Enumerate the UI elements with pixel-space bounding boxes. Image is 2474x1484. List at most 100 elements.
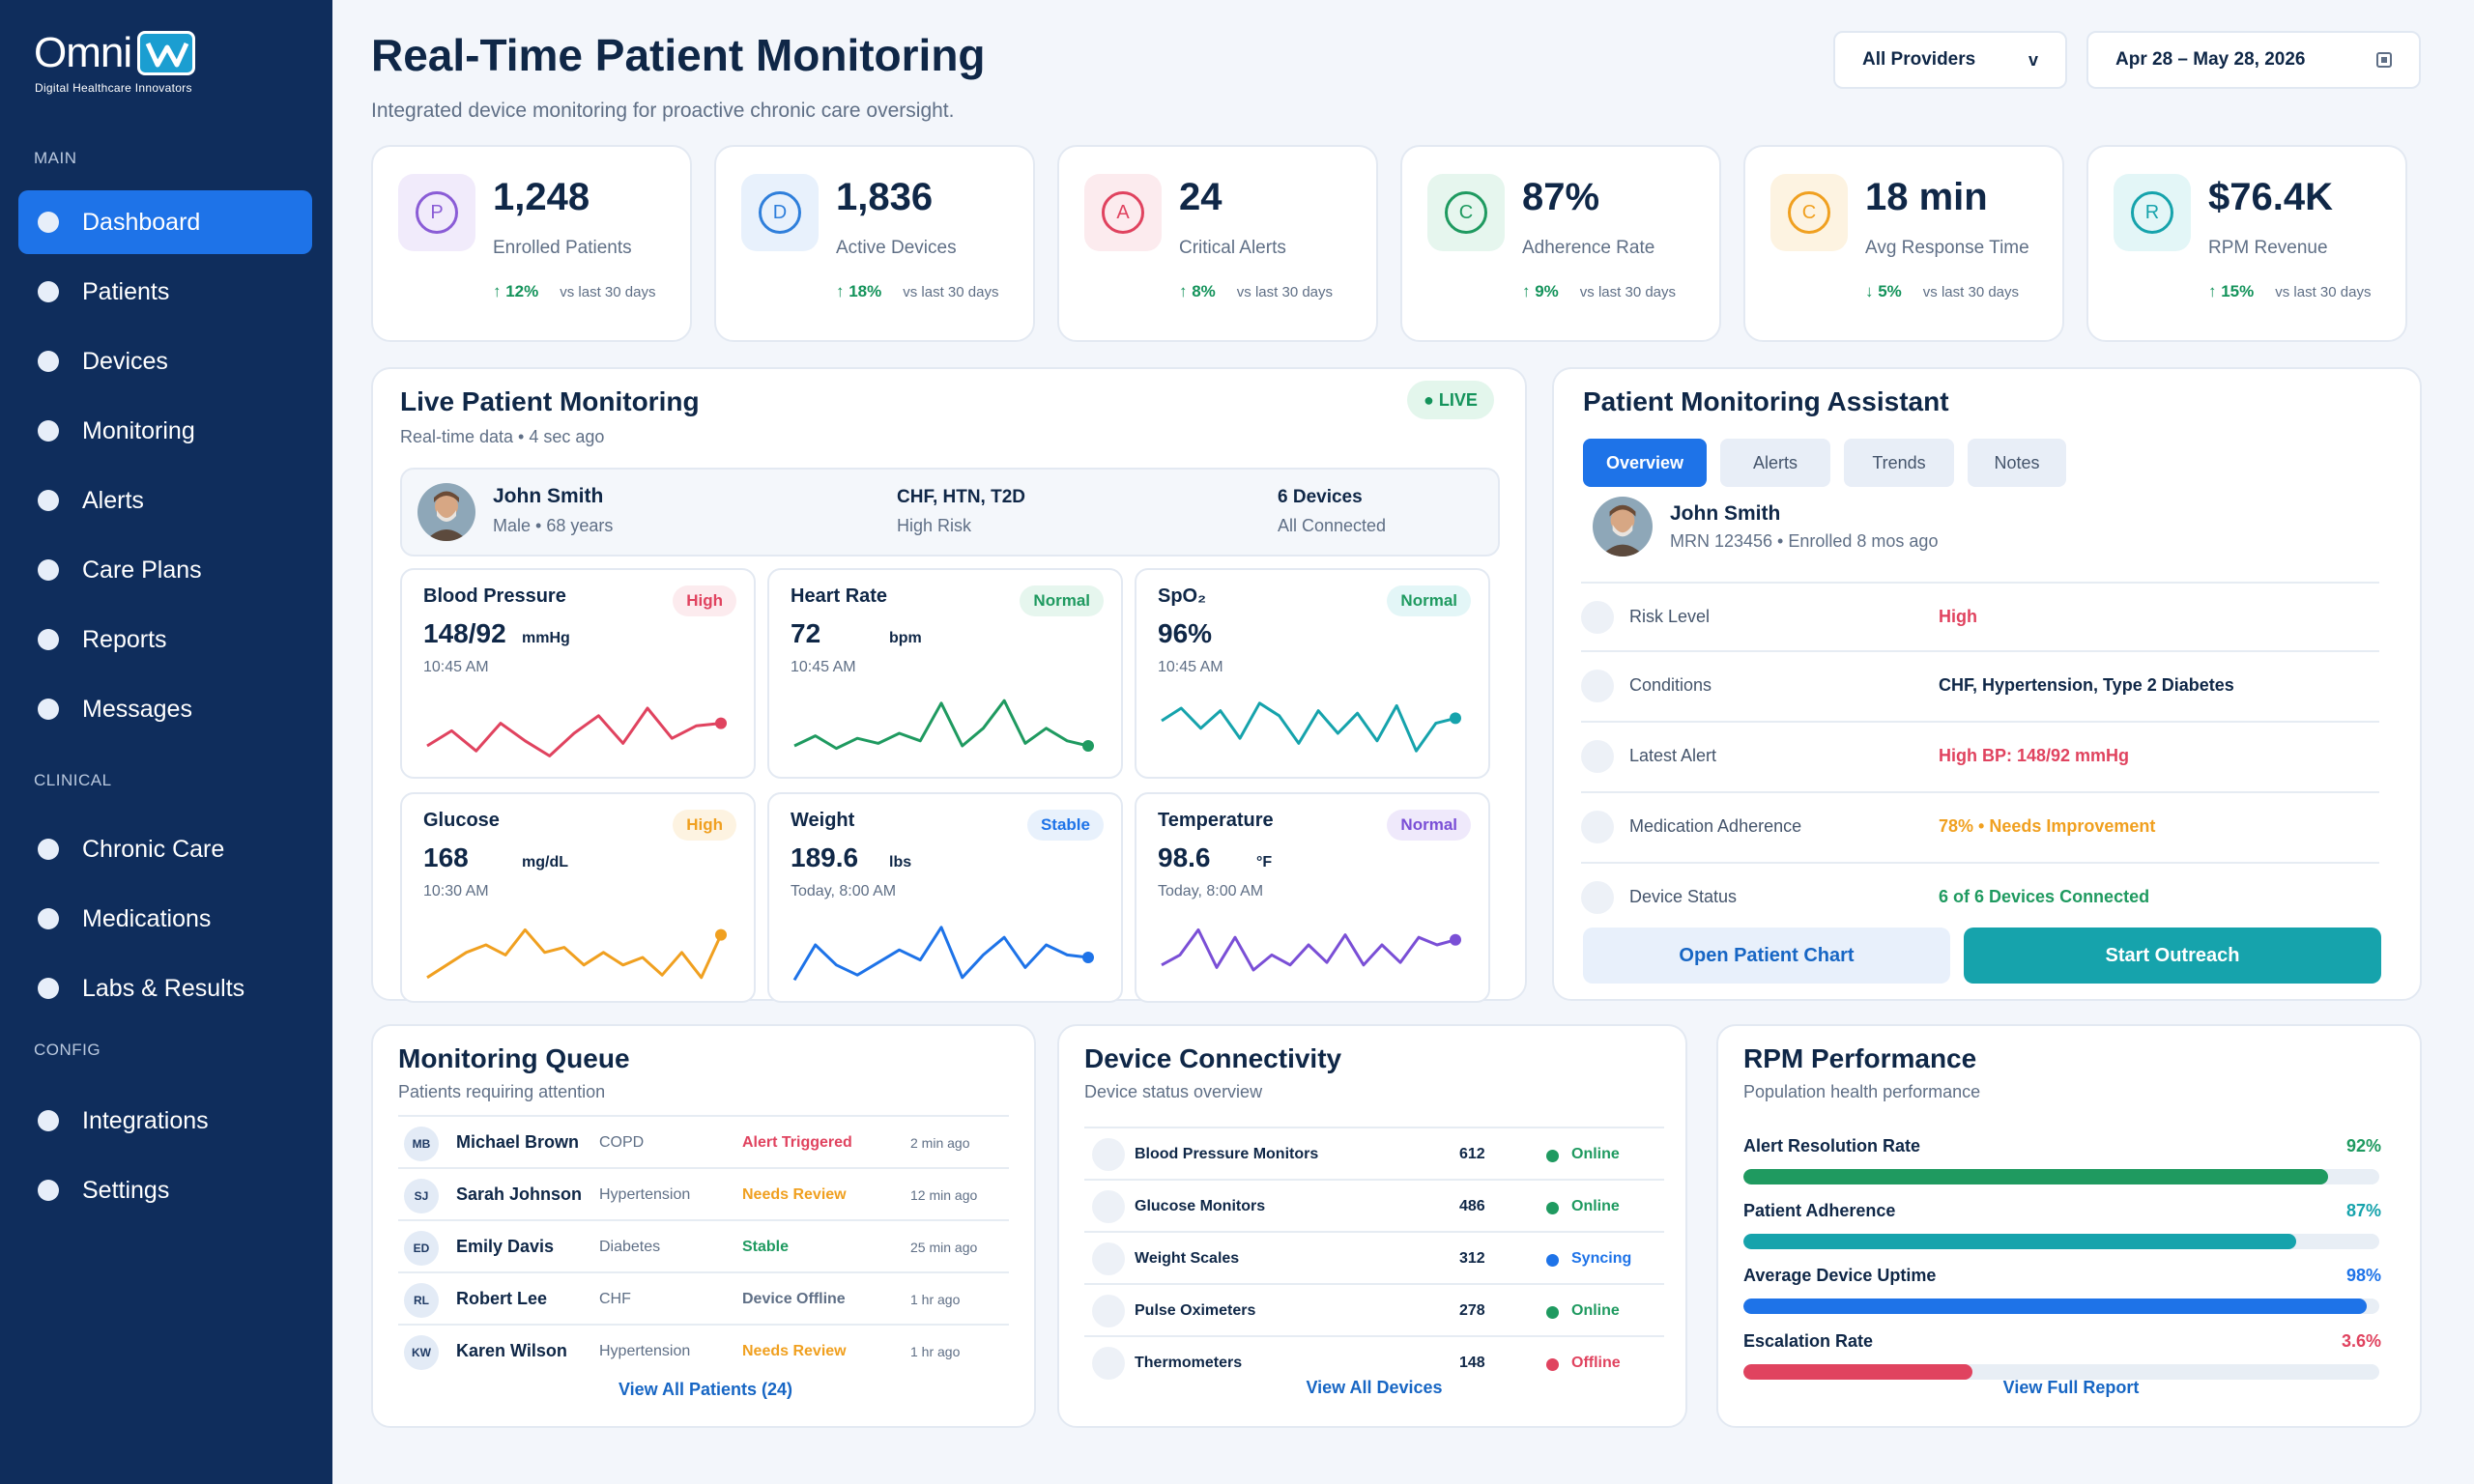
status-dot-icon <box>1546 1306 1559 1319</box>
kpi-label: Active Devices <box>836 238 957 258</box>
provider-filter[interactable]: All Providers v <box>1833 31 2067 89</box>
nav-item-label: Reports <box>82 625 167 653</box>
nav-item-labs-results[interactable]: Labs & Results <box>18 956 312 1020</box>
table-row[interactable]: ED Emily Davis Diabetes Stable 25 min ag… <box>398 1221 1009 1273</box>
vital-card-temperature[interactable]: Temperature Normal 98.6 °F Today, 8:00 A… <box>1135 792 1490 1003</box>
metric-value: 98% <box>2345 1266 2381 1285</box>
progress-track <box>1743 1234 2379 1249</box>
metric-value: 92% <box>2345 1136 2381 1156</box>
kpi-card-adherence[interactable]: C 87% Adherence Rate ↑ 9% vs last 30 days <box>1400 145 1721 342</box>
tab-alerts[interactable]: Alerts <box>1720 439 1830 487</box>
vital-value: 148/92 <box>423 618 506 648</box>
nav-item-integrations[interactable]: Integrations <box>18 1089 312 1153</box>
patient-status: Needs Review <box>742 1186 847 1203</box>
view-all-patients-link[interactable]: View All Patients (24) <box>618 1380 793 1399</box>
care-plans-icon <box>38 559 59 581</box>
view-all-devices-link[interactable]: View All Devices <box>1306 1378 1443 1397</box>
device-status: Offline <box>1571 1355 1621 1371</box>
nav-item-settings[interactable]: Settings <box>18 1158 312 1222</box>
integrations-icon <box>38 1110 59 1131</box>
metric-label: Patient Adherence <box>1743 1201 1896 1220</box>
kpi-card-alerts[interactable]: A 24 Critical Alerts ↑ 8% vs last 30 days <box>1057 145 1378 342</box>
patient-condition: Hypertension <box>599 1343 691 1359</box>
nav-item-dashboard[interactable]: Dashboard <box>18 190 312 254</box>
kpi-delta: ↓ 5% vs last 30 days <box>1865 282 2020 300</box>
rpm-subtitle: Population health performance <box>1743 1082 1981 1101</box>
vital-name: Temperature <box>1158 810 1274 831</box>
nav-item-chronic-care[interactable]: Chronic Care <box>18 817 312 881</box>
table-row[interactable]: KW Karen Wilson Hypertension Needs Revie… <box>398 1326 1009 1378</box>
nav-item-label: Messages <box>82 695 192 723</box>
vital-unit: mmHg <box>522 630 570 646</box>
device-status: Online <box>1571 1146 1620 1162</box>
thermometer-icon <box>1092 1347 1125 1380</box>
view-full-report-link[interactable]: View Full Report <box>2002 1378 2140 1397</box>
kpi-card-response-time[interactable]: C 18 min Avg Response Time ↓ 5% vs last 3… <box>1743 145 2064 342</box>
list-item[interactable]: Weight Scales 312 Syncing <box>1084 1233 1664 1285</box>
list-item[interactable]: Glucose Monitors 486 Online <box>1084 1181 1664 1233</box>
nav-item-devices[interactable]: Devices <box>18 329 312 393</box>
nav-item-label: Alerts <box>82 486 144 514</box>
nav-item-medications[interactable]: Medications <box>18 887 312 951</box>
open-patient-chart-button[interactable]: Open Patient Chart <box>1583 928 1950 984</box>
status-dot-icon <box>1546 1254 1559 1267</box>
device-name: Thermometers <box>1135 1355 1243 1371</box>
avatar <box>1593 497 1653 556</box>
nav-item-messages[interactable]: Messages <box>18 677 312 741</box>
medication-icon <box>1581 811 1614 843</box>
vital-card-spo2[interactable]: SpO₂ Normal 96% 10:45 AM <box>1135 568 1490 779</box>
tab-trends[interactable]: Trends <box>1844 439 1954 487</box>
brand-logo[interactable]: Omni <box>34 29 196 77</box>
progress-track <box>1743 1169 2379 1184</box>
list-item[interactable]: Pulse Oximeters 278 Online <box>1084 1285 1664 1337</box>
assistant-title: Patient Monitoring Assistant <box>1583 386 1949 416</box>
nav-item-patients[interactable]: Patients <box>18 260 312 324</box>
vital-card-weight[interactable]: Weight Stable 189.6 lbs Today, 8:00 AM <box>767 792 1123 1003</box>
kpi-card-devices[interactable]: D 1,836 Active Devices ↑ 18% vs last 30 d… <box>714 145 1035 342</box>
tab-notes[interactable]: Notes <box>1968 439 2066 487</box>
assistant-patient-meta: MRN 123456 • Enrolled 8 mos ago <box>1670 531 1939 551</box>
pulse-oximeter-icon <box>1092 1295 1125 1327</box>
rpm-title: RPM Performance <box>1743 1043 1977 1073</box>
queue-title: Monitoring Queue <box>398 1043 630 1073</box>
patient-summary-bar[interactable]: John Smith Male • 68 years CHF, HTN, T2D… <box>400 468 1500 556</box>
vital-sparkline <box>1161 928 1461 972</box>
sparkline-path <box>792 926 1089 982</box>
info-key: Risk Level <box>1629 607 1711 626</box>
table-row[interactable]: MB Michael Brown COPD Alert Triggered 2 … <box>398 1117 1009 1169</box>
list-item[interactable]: Thermometers 148 Offline <box>1084 1337 1664 1389</box>
device-name: Weight Scales <box>1135 1250 1240 1267</box>
metric-label: Escalation Rate <box>1743 1331 1874 1351</box>
info-row-latest-alert: Latest Alert High BP: 148/92 mmHg <box>1581 723 2379 793</box>
progress-fill <box>1743 1298 2367 1314</box>
vital-card-glucose[interactable]: Glucose High 168 mg/dL 10:30 AM <box>400 792 756 1003</box>
nav-item-reports[interactable]: Reports <box>18 608 312 671</box>
kpi-value: 1,836 <box>836 176 934 218</box>
assistant-card: Patient Monitoring Assistant Overview Al… <box>1552 367 2422 1001</box>
nav-item-care-plans[interactable]: Care Plans <box>18 538 312 602</box>
vital-time: 10:45 AM <box>1158 659 1223 675</box>
vital-card-heart-rate[interactable]: Heart Rate Normal 72 bpm 10:45 AM <box>767 568 1123 779</box>
patient-condition: CHF <box>599 1291 631 1307</box>
table-row[interactable]: RL Robert Lee CHF Device Offline 1 hr ag… <box>398 1273 1009 1326</box>
nav-item-label: Dashboard <box>82 208 201 236</box>
vital-unit: °F <box>1256 854 1273 870</box>
kpi-delta: ↑ 8% vs last 30 days <box>1179 282 1334 300</box>
list-item[interactable]: Blood Pressure Monitors 612 Online <box>1084 1128 1664 1181</box>
live-monitoring-title: Live Patient Monitoring <box>400 386 700 416</box>
kpi-card-enrolled[interactable]: P 1,248 Enrolled Patients ↑ 12% vs last 3… <box>371 145 692 342</box>
kpi-value: 1,248 <box>493 176 590 218</box>
patient-initials: MB <box>404 1127 439 1161</box>
date-range-picker[interactable]: Apr 28 – May 28, 2026 <box>2086 31 2421 89</box>
start-outreach-button[interactable]: Start Outreach <box>1964 928 2381 984</box>
kpi-card-revenue[interactable]: R $76.4K RPM Revenue ↑ 15% vs last 30 day… <box>2086 145 2407 342</box>
info-value: CHF, Hypertension, Type 2 Diabetes <box>1939 675 2234 695</box>
vital-card-blood-pressure[interactable]: Blood Pressure High 148/92 mmHg 10:45 AM <box>400 568 756 779</box>
vital-time: 10:45 AM <box>791 659 856 675</box>
tab-overview[interactable]: Overview <box>1583 439 1707 487</box>
nav-item-monitoring[interactable]: Monitoring <box>18 399 312 463</box>
nav-item-alerts[interactable]: Alerts <box>18 469 312 532</box>
nav-item-label: Settings <box>82 1176 170 1204</box>
row-time: 12 min ago <box>910 1187 978 1203</box>
table-row[interactable]: SJ Sarah Johnson Hypertension Needs Revi… <box>398 1169 1009 1221</box>
